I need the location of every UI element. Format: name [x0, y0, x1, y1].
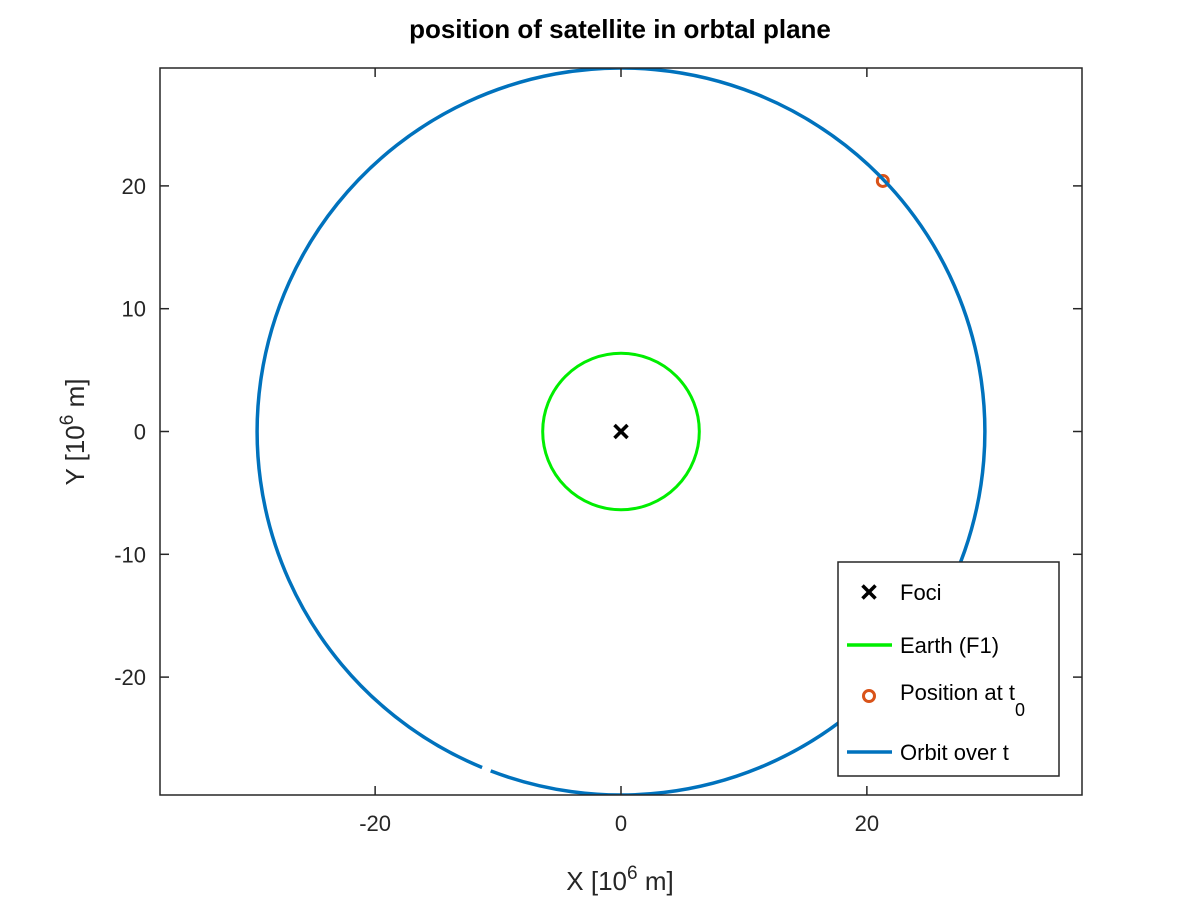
legend-entry: Orbit over t	[847, 740, 1009, 765]
tick-labels: -20 0 20 -20 -10 0 10 20	[114, 174, 879, 836]
legend-entry: Foci	[861, 580, 942, 605]
legend-label: Position at t0	[900, 680, 1025, 720]
legend-label: Orbit over t	[900, 740, 1009, 765]
x-tick-label: -20	[359, 811, 391, 836]
y-tick-label: 10	[122, 297, 146, 322]
y-tick-label: -10	[114, 542, 146, 567]
legend-position-icon	[862, 689, 876, 703]
series-foci-point	[613, 423, 629, 440]
legend-entry: Position at t0	[862, 680, 1025, 720]
y-tick-label: -20	[114, 665, 146, 690]
y-axis-label: Y [106 m]	[57, 379, 90, 486]
legend-label: Earth (F1)	[900, 633, 999, 658]
x-tick-label: 20	[855, 811, 879, 836]
axes	[159, 67, 1083, 796]
y-tick-label: 0	[134, 420, 146, 445]
x-tick-label: 0	[615, 811, 627, 836]
y-tick-label: 20	[122, 174, 146, 199]
series-position-at-t-point	[875, 173, 890, 188]
legend-entry: Earth (F1)	[847, 633, 999, 658]
x-axis-label: X [106 m]	[566, 863, 673, 896]
legend-label: Foci	[900, 580, 942, 605]
series-earth-f1	[541, 351, 701, 512]
chart-title: position of satellite in orbtal plane	[409, 14, 831, 44]
legend: Foci Earth (F1) Position at t0 Orbit over t	[837, 561, 1060, 777]
